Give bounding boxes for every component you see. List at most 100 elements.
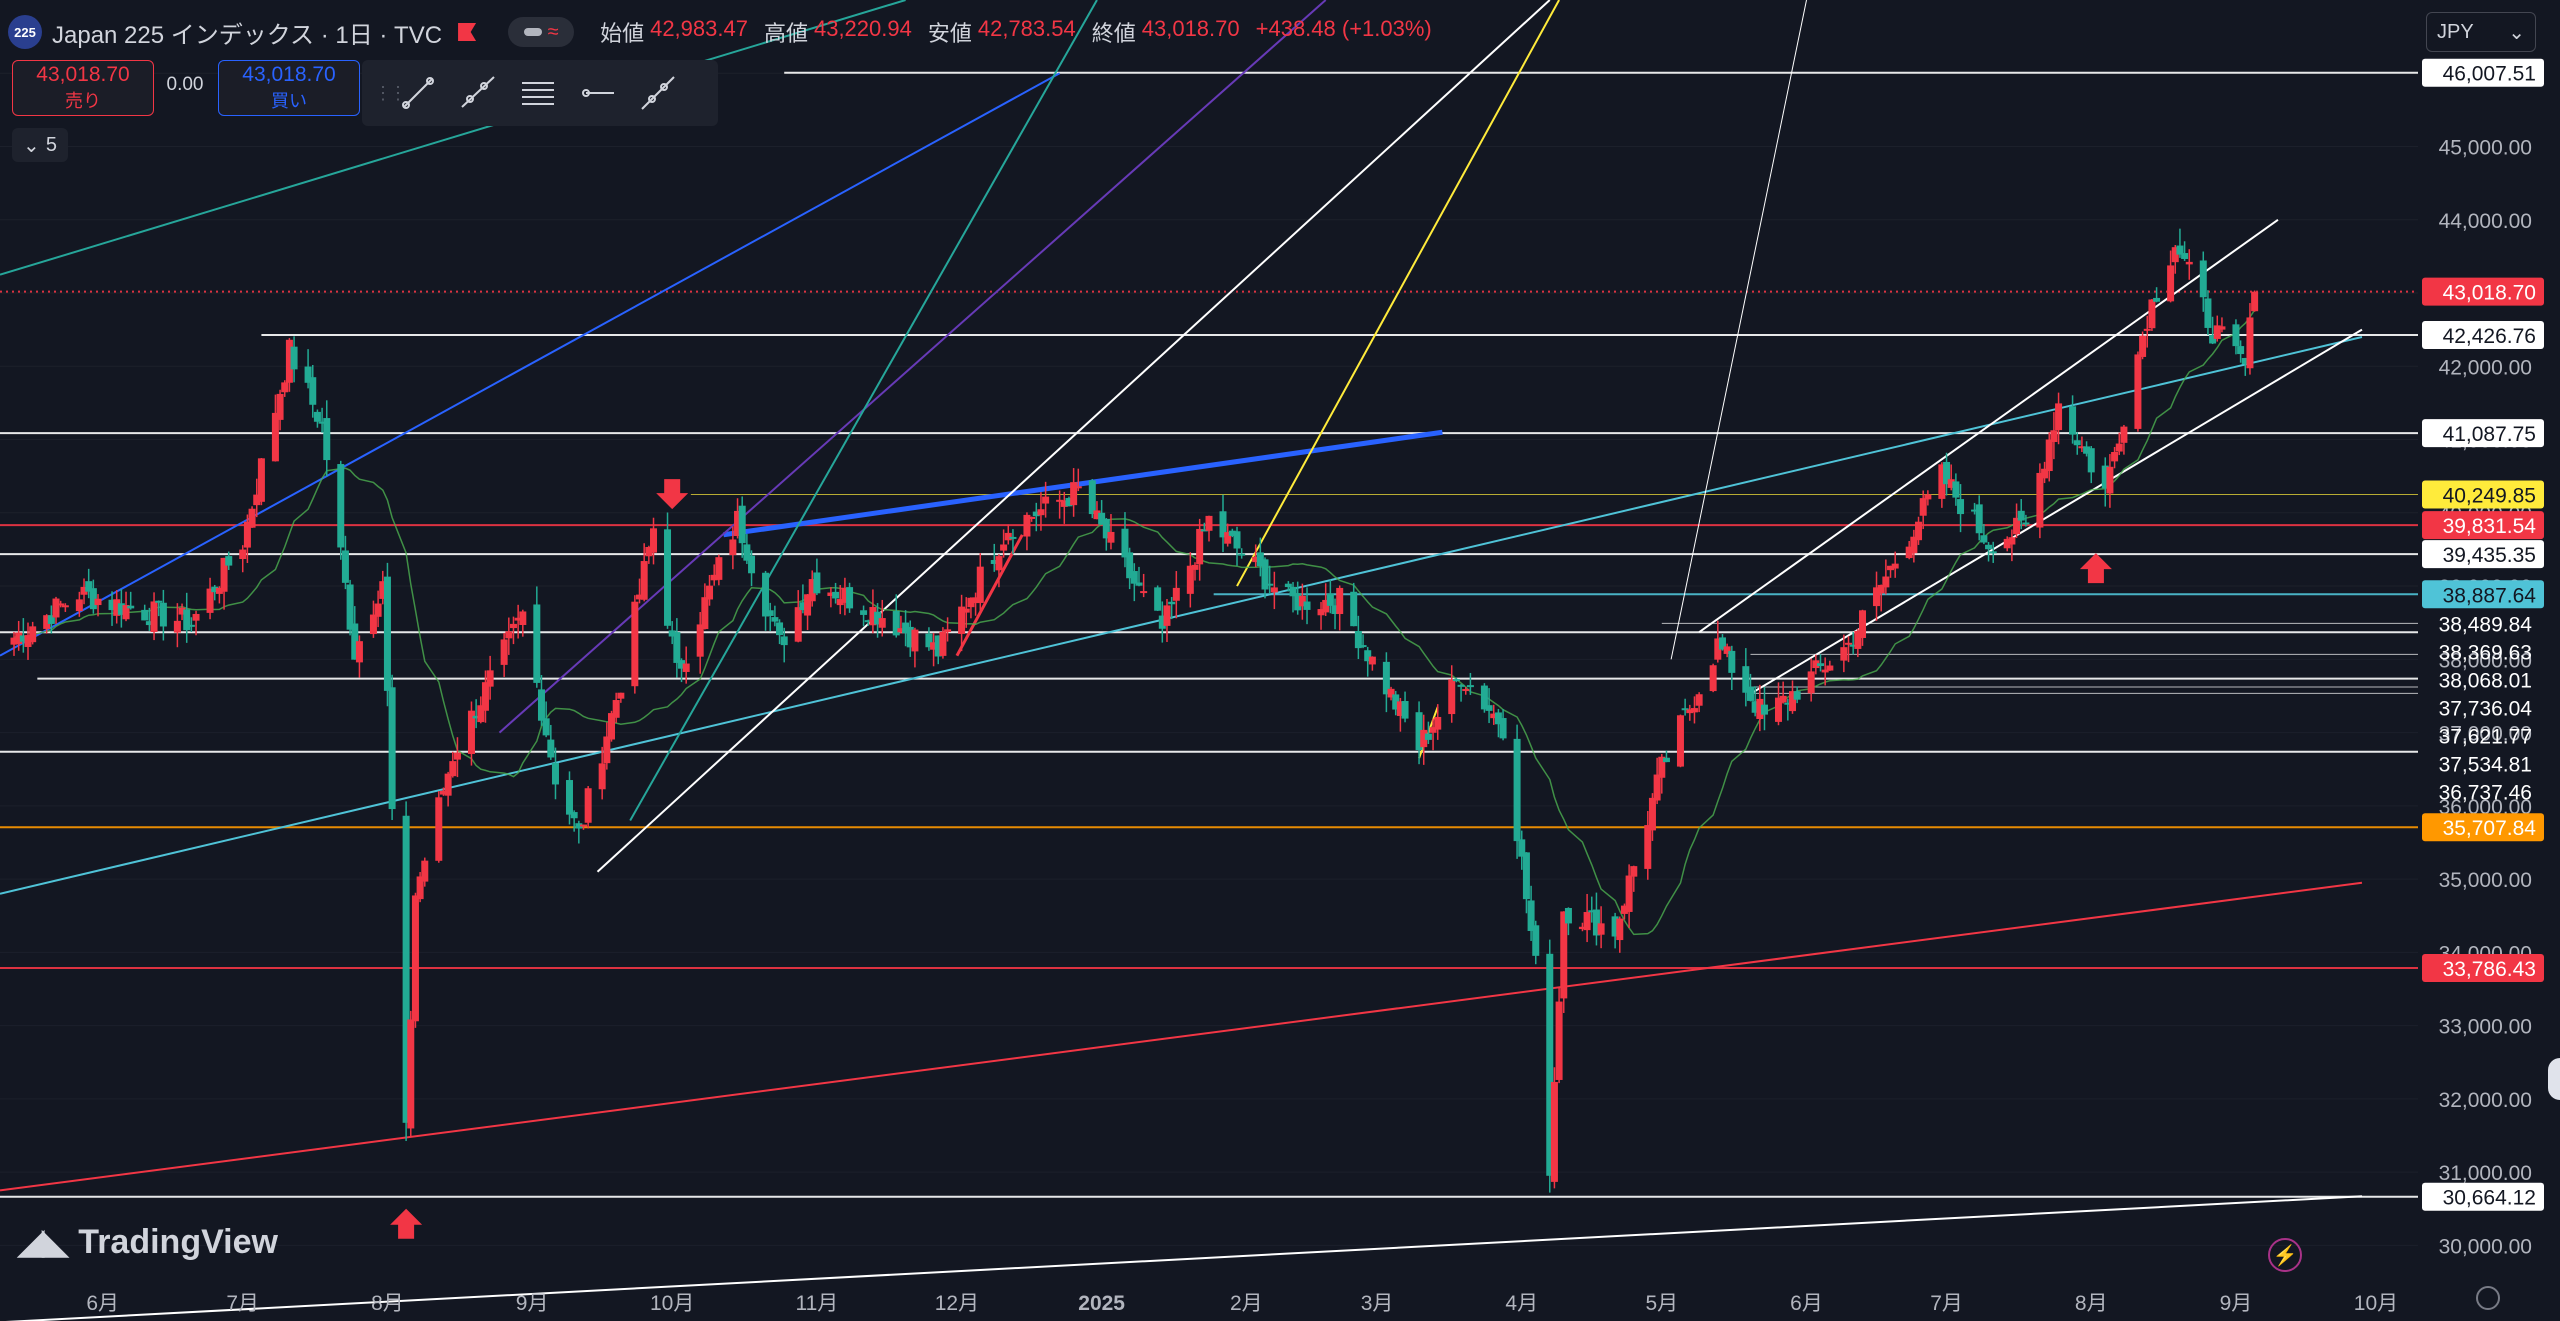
- candle-body: [2148, 299, 2156, 329]
- candle-body: [1546, 953, 1554, 1176]
- logo-text: TradingView: [78, 1222, 278, 1261]
- y-tick-label: 38,000.00: [2439, 649, 2532, 672]
- candle-body: [584, 788, 592, 823]
- chevron-down-icon: ⌄: [23, 134, 40, 157]
- candle-body: [24, 635, 32, 647]
- trend-line: [629, 0, 1098, 821]
- candle-body: [1938, 464, 1946, 499]
- horizontal-ray-icon[interactable]: [568, 63, 628, 123]
- candle-body: [878, 618, 886, 628]
- candle-body: [2003, 538, 2011, 549]
- candle-body: [864, 620, 872, 623]
- y-tick-label: 37,000.00: [2439, 723, 2532, 746]
- candle-body: [1690, 708, 1698, 713]
- candle-body: [575, 823, 583, 829]
- y-tick-label: 35,000.00: [2439, 869, 2532, 892]
- y-tick-label: 32,000.00: [2439, 1089, 2532, 1112]
- candle-body: [173, 620, 181, 633]
- visibility-toggle[interactable]: ≈: [508, 17, 575, 47]
- candle-body: [47, 615, 55, 624]
- candle-body: [1093, 510, 1101, 520]
- candle-body: [1252, 556, 1260, 563]
- candle-body: [2153, 297, 2161, 302]
- candle-body: [734, 510, 742, 537]
- candle-body: [1042, 496, 1050, 504]
- candle-body: [1854, 630, 1862, 649]
- candle-body: [453, 752, 461, 760]
- drawing-toolbar: ⋮⋮: [362, 60, 718, 126]
- candle-body: [743, 544, 751, 561]
- candle-body: [108, 599, 116, 611]
- candle-body: [1392, 694, 1400, 710]
- candle-body: [906, 626, 914, 648]
- moving-average-line: [13, 309, 2256, 936]
- price-level-label: 37,534.81: [2439, 753, 2532, 776]
- candle-body: [780, 636, 788, 646]
- candle-body: [612, 700, 620, 718]
- candle-body: [187, 624, 195, 627]
- sell-button[interactable]: 43,018.70 売り: [12, 60, 154, 116]
- buy-button[interactable]: 43,018.70 買い: [218, 60, 360, 116]
- candle-body: [1695, 694, 1703, 706]
- open-value: 42,983.47: [650, 16, 748, 41]
- signal-arrows: [390, 479, 2112, 1239]
- trend-line-icon[interactable]: [388, 63, 448, 123]
- candle-body: [141, 609, 149, 621]
- scroll-handle[interactable]: [2548, 1058, 2560, 1100]
- x-tick-label: 6月: [1790, 1292, 1823, 1315]
- candle-body: [715, 557, 723, 580]
- candle-body: [1742, 666, 1750, 693]
- candle-body: [668, 630, 676, 637]
- candle-body: [1807, 671, 1815, 694]
- candle-body: [346, 584, 354, 630]
- change-value: +438.48 (+1.03%): [1255, 16, 1432, 41]
- candle-body: [1774, 697, 1782, 722]
- y-tick-label: 30,000.00: [2439, 1235, 2532, 1258]
- price-axis: 46,000.0045,000.0044,000.0043,000.0042,0…: [2422, 58, 2544, 1258]
- candle-body: [1779, 695, 1787, 703]
- symbol-title[interactable]: Japan 225 インデックス · 1日 · TVC: [52, 21, 443, 49]
- candle-body: [500, 639, 508, 665]
- low-label: 安値: [927, 21, 972, 46]
- candle-body: [290, 346, 298, 370]
- candle-body: [934, 635, 942, 657]
- price-badge: [2422, 58, 2544, 87]
- candle-body: [2241, 358, 2249, 365]
- settings-icon[interactable]: [2476, 1286, 2500, 1310]
- currency-select[interactable]: JPY ⌄: [2426, 12, 2536, 52]
- candle-body: [579, 824, 587, 827]
- price-badge-label: 39,831.54: [2443, 515, 2537, 538]
- flag-icon[interactable]: [458, 23, 477, 41]
- candle-body: [1555, 1001, 1563, 1080]
- candle-body: [636, 594, 644, 600]
- candle-body: [1611, 916, 1619, 937]
- candle-body: [1065, 498, 1073, 507]
- candle-body: [2022, 522, 2030, 525]
- candle-body: [1238, 553, 1246, 556]
- candle-body: [1840, 647, 1848, 661]
- indicators-collapse-button[interactable]: ⌄ 5: [12, 128, 68, 162]
- extended-line-icon[interactable]: [628, 63, 688, 123]
- candle-body: [117, 603, 125, 615]
- horizontal-lines-icon[interactable]: [508, 63, 568, 123]
- buy-label: 買い: [271, 91, 307, 111]
- drag-handle-icon[interactable]: ⋮⋮: [374, 83, 407, 103]
- candle-body: [1224, 532, 1232, 544]
- candle-body: [836, 599, 844, 606]
- candle-body: [1382, 661, 1390, 695]
- x-tick-label: 10月: [2354, 1292, 2398, 1315]
- candle-body: [1158, 615, 1166, 629]
- candle-body: [383, 576, 391, 691]
- ray-icon[interactable]: [448, 63, 508, 123]
- symbol-legend: 225 Japan 225 インデックス · 1日 · TVC ≈ 始値 42,9…: [8, 14, 1442, 50]
- candle-body: [1331, 605, 1339, 615]
- candles: [10, 228, 2259, 1193]
- price-level-label: 37,736.04: [2439, 697, 2533, 720]
- candle-body: [1849, 644, 1857, 647]
- price-badge: [2422, 321, 2544, 350]
- candle-body: [813, 572, 821, 594]
- lightning-icon[interactable]: ⚡: [2268, 1238, 2302, 1272]
- candle-body: [486, 670, 494, 687]
- trend-line: [955, 534, 1024, 657]
